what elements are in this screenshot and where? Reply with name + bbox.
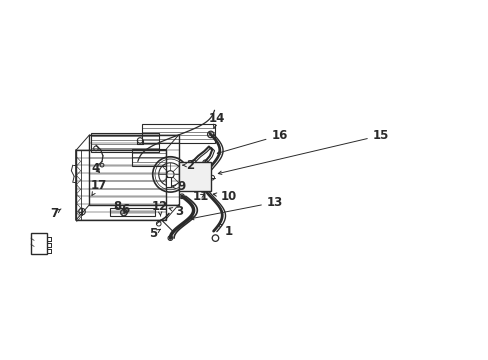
Text: 2: 2 <box>183 159 194 172</box>
Bar <box>165 177 171 187</box>
Text: 12: 12 <box>151 201 167 216</box>
Text: 10: 10 <box>213 190 236 203</box>
Text: 14: 14 <box>208 112 224 128</box>
Text: 1: 1 <box>218 224 232 238</box>
Text: 4: 4 <box>92 162 100 175</box>
Text: 13: 13 <box>190 196 283 220</box>
Text: 6: 6 <box>121 203 129 216</box>
Text: 3: 3 <box>169 205 183 218</box>
Text: 7: 7 <box>50 207 61 220</box>
Text: 17: 17 <box>90 179 106 195</box>
Text: 16: 16 <box>217 129 287 154</box>
Text: 11: 11 <box>192 190 208 203</box>
Text: 9: 9 <box>171 180 185 193</box>
Text: 15: 15 <box>218 129 388 174</box>
Circle shape <box>184 164 205 185</box>
Bar <box>179 162 211 191</box>
Text: 5: 5 <box>149 228 160 240</box>
Text: 8: 8 <box>114 199 122 212</box>
